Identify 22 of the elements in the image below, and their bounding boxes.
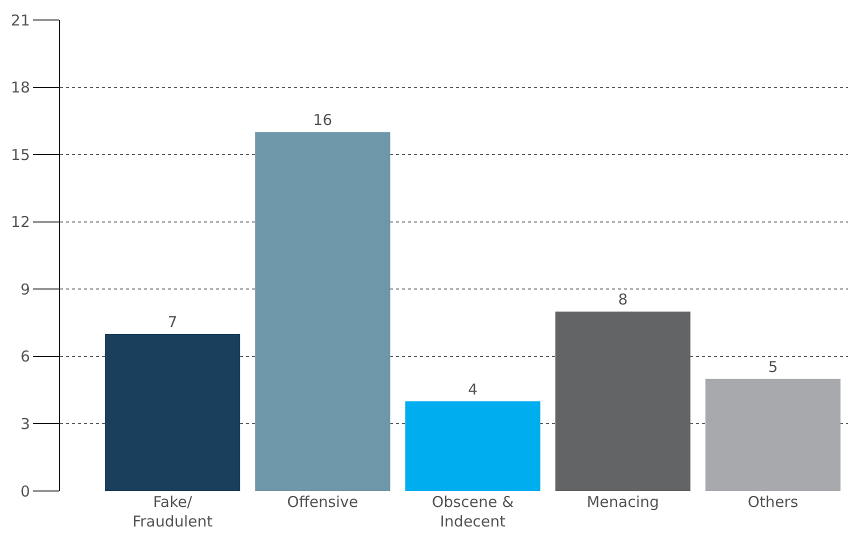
y-tick-label: 18 — [10, 78, 30, 97]
y-tick-label: 3 — [20, 414, 30, 433]
x-tick-label: Menacing — [586, 493, 660, 511]
y-tick-label: 15 — [10, 146, 30, 164]
x-tick-label: Others — [748, 493, 798, 511]
data-label: 16 — [313, 111, 332, 130]
bar — [705, 378, 840, 491]
x-tick-label: Offensive — [287, 493, 358, 511]
y-tick-label: 21 — [10, 11, 30, 30]
y-tick-label: 9 — [20, 280, 30, 298]
data-label: 8 — [618, 290, 628, 309]
bar — [405, 401, 540, 491]
y-tick-label: 12 — [10, 213, 30, 232]
data-label: 4 — [468, 380, 478, 398]
data-label: 5 — [768, 358, 778, 376]
y-tick-label: 0 — [20, 482, 30, 500]
x-tick-label: Fake/ Fraudulent — [132, 493, 213, 530]
bar — [255, 132, 390, 491]
y-tick-label: 6 — [20, 348, 30, 366]
data-label: 7 — [168, 313, 178, 331]
x-tick-label: Obscene & Indecent — [432, 493, 514, 530]
bar — [105, 334, 240, 491]
